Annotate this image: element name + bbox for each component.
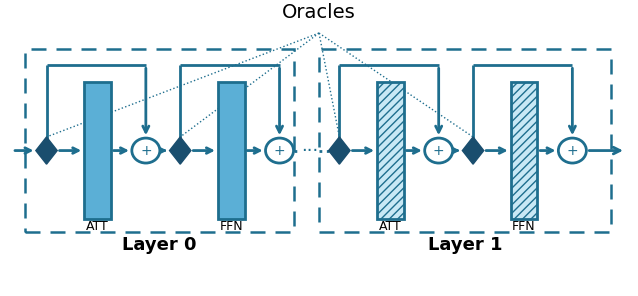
Text: +: + [140, 144, 152, 157]
Text: ···: ··· [301, 141, 318, 160]
Circle shape [265, 138, 293, 163]
Bar [25, 49, 293, 232]
Text: ATT: ATT [86, 220, 109, 233]
Text: +: + [433, 144, 445, 157]
Text: Layer 0: Layer 0 [122, 236, 197, 254]
Text: FFN: FFN [512, 220, 536, 233]
Bar [377, 83, 404, 219]
Text: Layer 1: Layer 1 [427, 236, 502, 254]
Bar [84, 83, 111, 219]
Text: +: + [274, 144, 285, 157]
Polygon shape [329, 137, 350, 164]
Text: +: + [567, 144, 578, 157]
Polygon shape [170, 137, 191, 164]
Circle shape [132, 138, 160, 163]
Polygon shape [36, 137, 57, 164]
Text: ATT: ATT [379, 220, 402, 233]
Circle shape [425, 138, 453, 163]
Text: Oracles: Oracles [282, 3, 356, 22]
Bar [319, 49, 611, 232]
Polygon shape [463, 137, 484, 164]
Circle shape [558, 138, 586, 163]
Bar [218, 83, 244, 219]
Text: FFN: FFN [219, 220, 243, 233]
Bar [510, 83, 537, 219]
